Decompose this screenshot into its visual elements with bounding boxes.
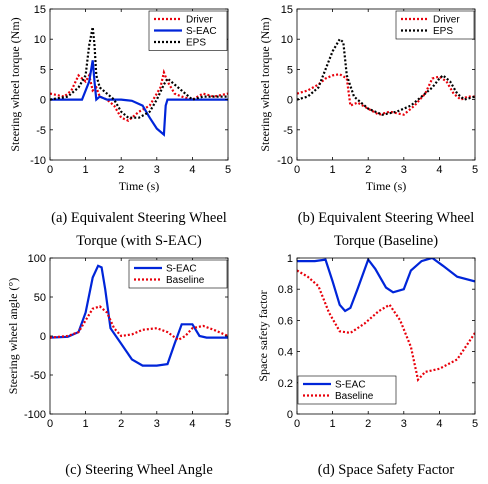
y-tick-label: -5 [283,125,293,137]
y-tick-label: 5 [40,64,46,76]
y-tick-label: -10 [277,155,293,167]
y-tick-label: 0 [287,409,293,421]
y-tick-label: 10 [34,34,46,46]
y-tick-label: 1 [287,253,293,265]
panel-caption: Torque (with S-EAC) [76,233,202,249]
y-tick-label: 15 [34,4,46,16]
legend-entry-label: EPS [433,26,453,37]
y-tick-label: 0 [40,331,46,343]
chart-panel-2: 0 1 2 3 4 5 -10 -5 0 5 10 15 Time (s) Steering wheel … [258,4,478,249]
series-line-driver [50,68,228,122]
series-line-s-eac [50,60,228,137]
x-tick-label: 5 [472,418,478,430]
chart-panel-1: 0 1 2 3 4 5 -10 -5 0 5 10 15 Time (s) Steering wheel … [8,4,231,249]
y-tick-label: 0.8 [278,284,293,296]
series-line-s-eac [297,258,475,313]
y-tick-label: 0 [40,95,46,107]
panel-caption: (a) Equivalent Steering Wheel [51,210,227,226]
y-tick-label: 0.4 [278,347,293,359]
y-tick-label: 0.6 [278,315,293,327]
y-tick-label: -10 [30,155,46,167]
x-tick-label: 3 [154,418,160,430]
legend-entry-label: EPS [186,38,206,49]
y-tick-label: 0.2 [278,378,293,390]
x-tick-label: 1 [330,418,336,430]
x-tick-label: 4 [189,164,195,176]
series-line-baseline [297,269,475,383]
legend-entry-label: Baseline [335,391,374,402]
plot-area-frame [49,8,229,161]
legend-entry-label: S-EAC [166,264,197,275]
x-tick-label: 1 [83,418,89,430]
plot-area-frame [296,257,476,415]
x-tick-label: 4 [436,164,442,176]
x-tick-label: 4 [436,418,442,430]
panel-caption: (b) Equivalent Steering Wheel [298,210,475,226]
x-tick-label: 2 [365,164,371,176]
series-line-eps [50,26,228,119]
x-tick-label: 3 [401,164,407,176]
y-axis-label: Steering wheel angle (°) [6,278,20,394]
x-tick-label: 1 [330,164,336,176]
y-axis-label: Space safety factor [256,290,270,381]
y-tick-label: -100 [24,409,46,421]
x-axis-label: Time (s) [366,179,407,193]
x-tick-label: 5 [225,164,231,176]
chart-panel-3: 0 1 2 3 4 5 -100 -50 0 50 100 Steering wheel angle … [6,253,231,478]
x-tick-label: 2 [118,164,124,176]
x-tick-label: 2 [365,418,371,430]
y-tick-label: 15 [281,4,293,16]
legend-entry-label: Baseline [166,275,205,286]
x-tick-label: 4 [189,418,195,430]
x-tick-label: 0 [294,164,300,176]
series-line-eps [297,37,475,116]
x-tick-label: 0 [294,418,300,430]
x-tick-label: 3 [401,418,407,430]
legend-entry-label: S-EAC [186,26,217,37]
panel-caption: (d) Space Safety Factor [318,462,455,478]
x-tick-label: 1 [83,164,89,176]
y-tick-label: 50 [34,292,46,304]
legend-entry-label: Driver [433,15,460,26]
series-line-driver [297,73,475,116]
y-tick-label: 0 [287,95,293,107]
x-tick-label: 0 [47,418,53,430]
x-tick-label: 5 [472,164,478,176]
x-tick-label: 0 [47,164,53,176]
legend-entry-label: Driver [186,15,213,26]
panel-caption: (c) Steering Wheel Angle [65,462,213,478]
y-tick-label: 10 [281,34,293,46]
x-tick-label: 2 [118,418,124,430]
x-tick-label: 3 [154,164,160,176]
legend-box [128,259,228,289]
x-tick-label: 5 [225,418,231,430]
y-tick-label: 100 [28,253,46,265]
series-line-s-eac [50,264,228,367]
y-axis-label: Steering wheel torque (Nm) [258,17,272,151]
legend-box [395,10,475,40]
y-tick-label: -5 [36,125,46,137]
panel-caption: Torque (Baseline) [334,233,438,249]
y-axis-label: Steering wheel torque (Nm) [8,17,22,151]
y-tick-label: 5 [287,64,293,76]
legend-box [297,375,397,405]
x-axis-label: Time (s) [119,179,160,193]
legend-entry-label: S-EAC [335,380,366,391]
chart-panel-4: 0 1 2 3 4 5 0 0.2 0.4 0.6 0.8 1 Space safety factor S… [256,253,478,478]
plot-area-frame [296,8,476,161]
series-line-baseline [50,305,228,342]
y-tick-label: -50 [30,370,46,382]
